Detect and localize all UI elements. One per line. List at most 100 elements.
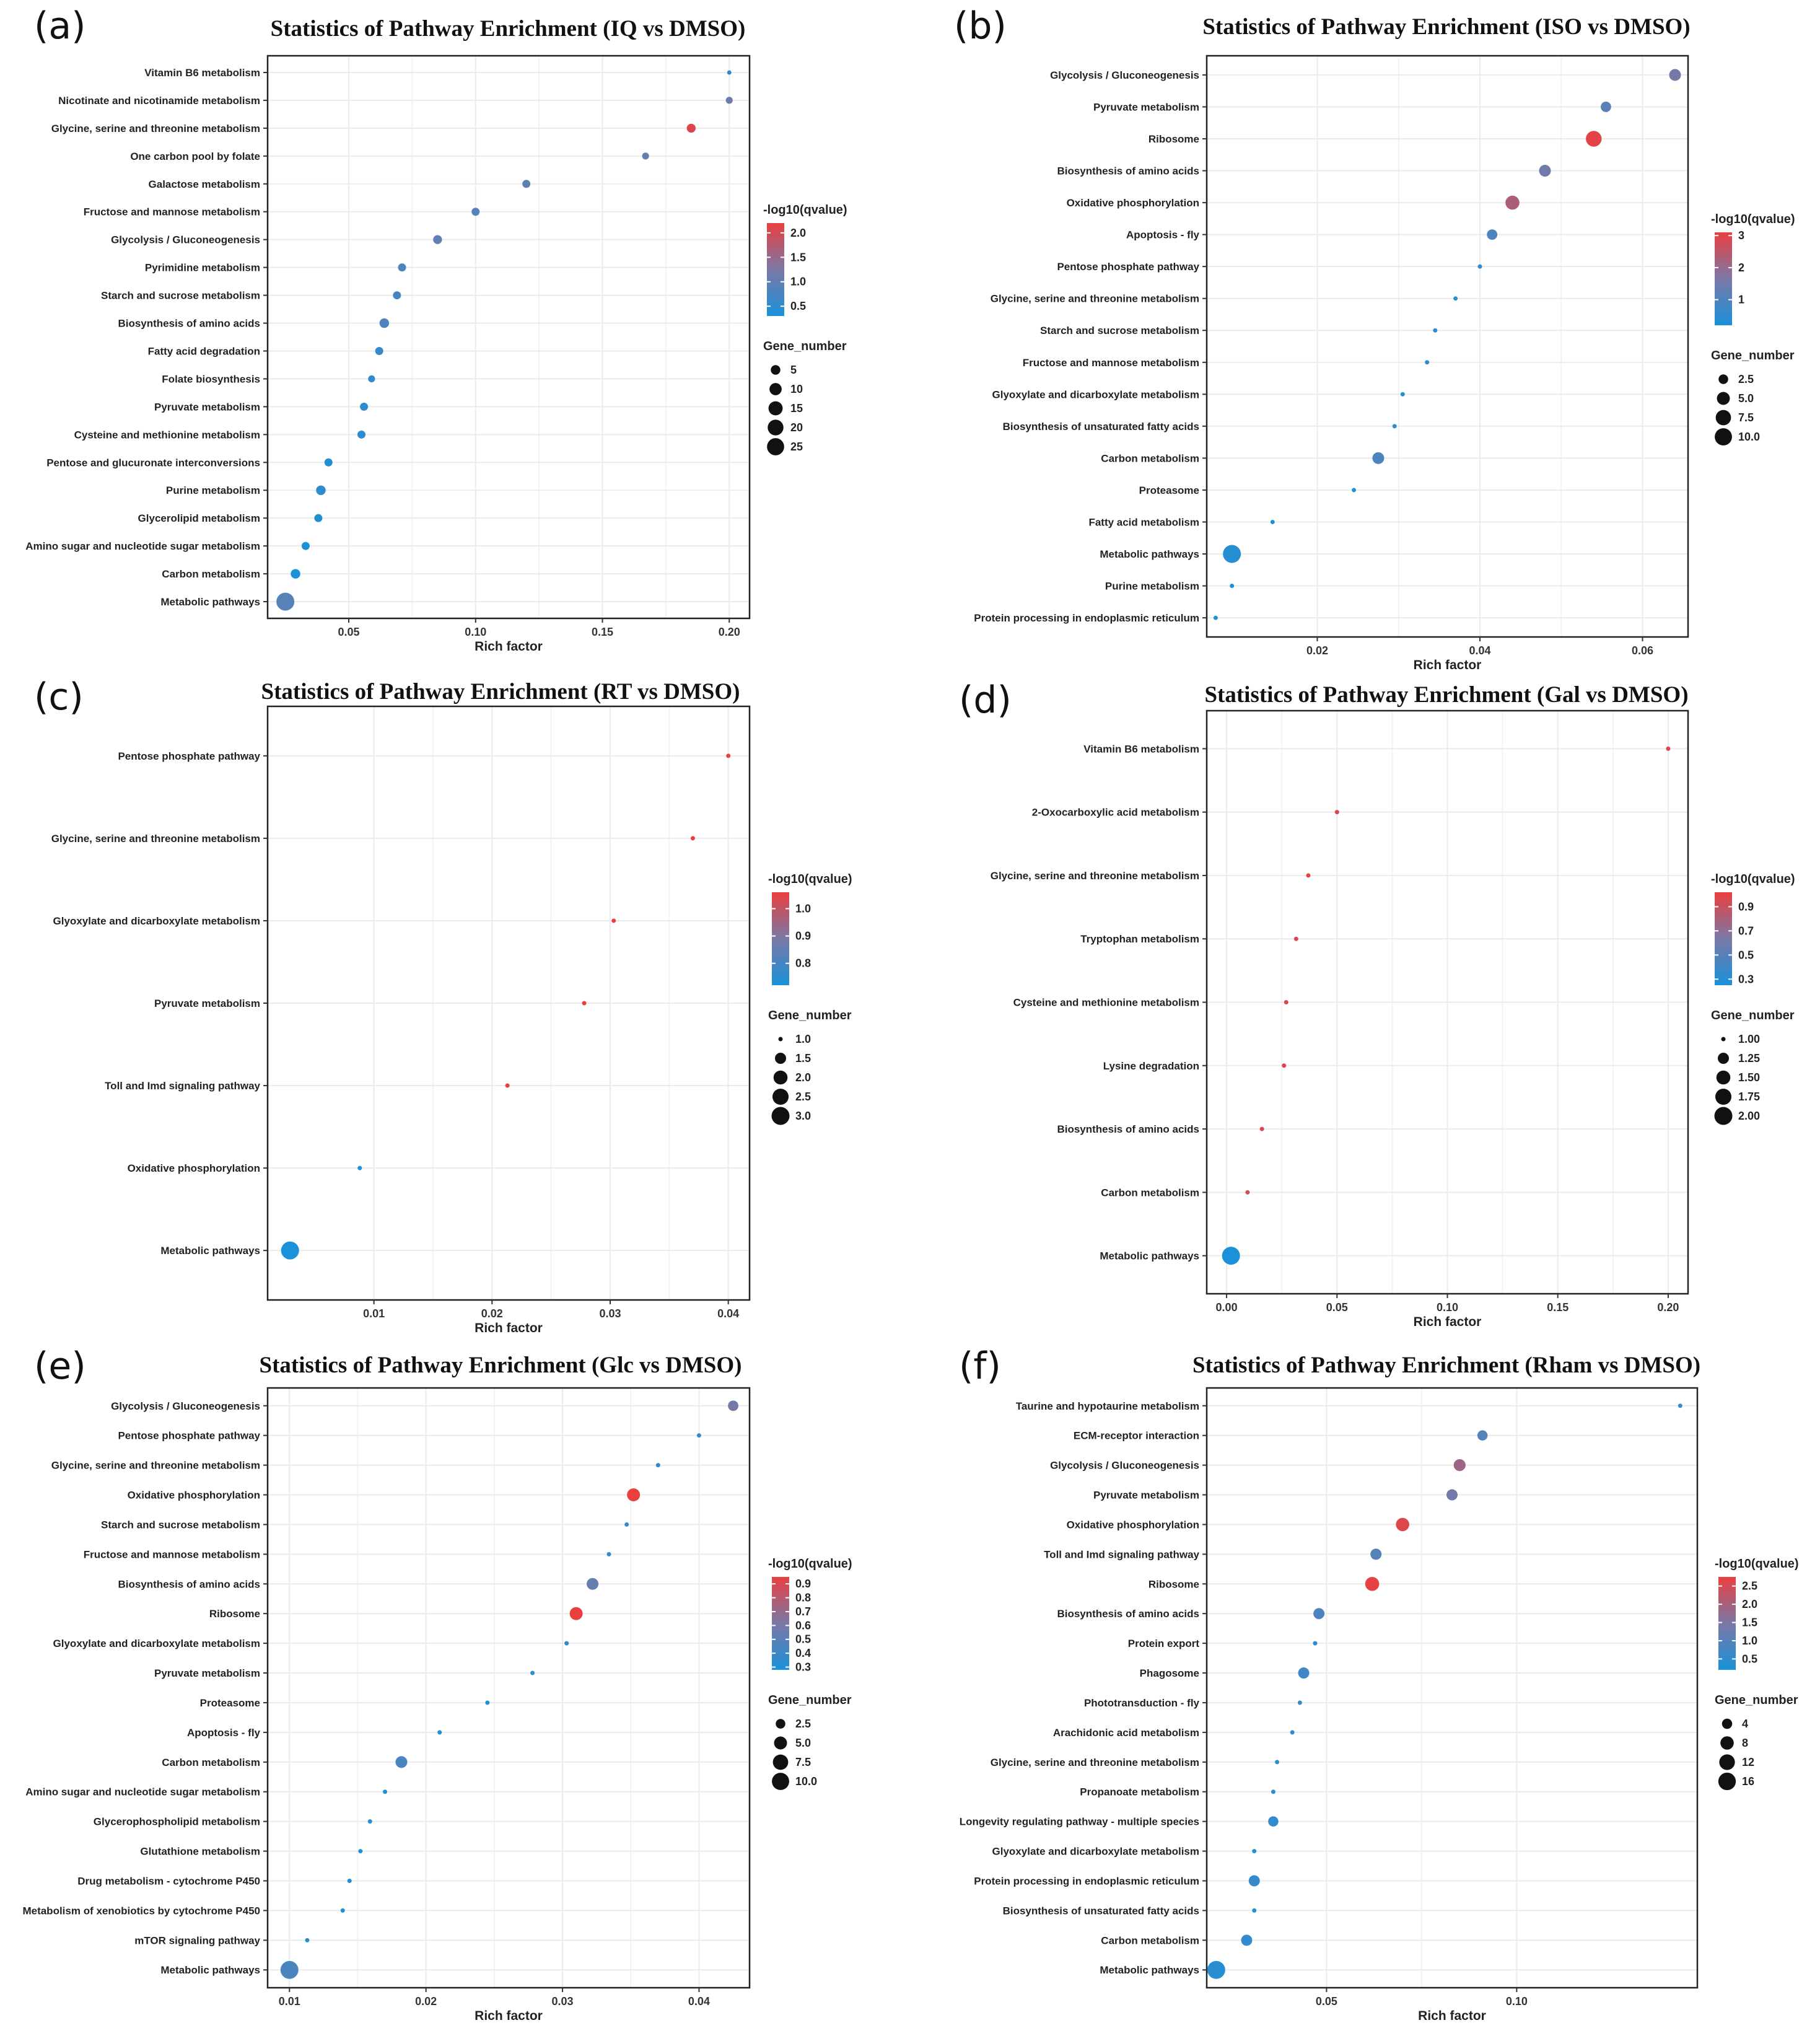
data-point — [1313, 1641, 1318, 1646]
data-point — [375, 346, 383, 355]
category-label: Folate biosynthesis — [162, 373, 260, 385]
x-tick-label: 0.02 — [1306, 644, 1328, 657]
plot-frame — [1205, 55, 1689, 638]
data-point — [1248, 1875, 1260, 1887]
data-point — [485, 1700, 490, 1705]
data-point — [1539, 165, 1551, 177]
category-label: Protein export — [1128, 1638, 1200, 1649]
chart-title: Statistics of Pathway Enrichment (IQ vs … — [271, 16, 746, 42]
data-point — [1222, 1247, 1240, 1265]
category-label: Oxidative phosphorylation — [128, 1490, 260, 1501]
data-point — [690, 836, 695, 841]
size-legend-label: 12 — [1742, 1756, 1754, 1768]
x-axis-label: Rich factor — [475, 639, 543, 654]
category-label: Pentose phosphate pathway — [1057, 261, 1199, 273]
category-label: Metabolic pathways — [1100, 1250, 1199, 1262]
size-legend-title: Gene_number — [768, 1009, 852, 1022]
category-label: Vitamin B6 metabolism — [1083, 743, 1199, 755]
data-point — [1293, 936, 1298, 941]
chart-title: Statistics of Pathway Enrichment (Glc vs… — [260, 1353, 742, 1378]
panel-letter: (b) — [954, 4, 1007, 48]
category-label: Oxidative phosphorylation — [128, 1162, 260, 1174]
data-point — [395, 1756, 408, 1768]
data-point — [1400, 392, 1405, 397]
data-point — [1433, 328, 1438, 333]
data-point — [1306, 873, 1311, 878]
chart-title: Statistics of Pathway Enrichment (RT vs … — [261, 679, 740, 705]
category-label: Vitamin B6 metabolism — [144, 67, 260, 79]
category-label: Metabolism of xenobiotics by cytochrome … — [22, 1905, 260, 1916]
size-legend-label: 5.0 — [795, 1737, 811, 1749]
category-label: Phagosome — [1140, 1667, 1199, 1679]
category-label: Starch and sucrose metabolism — [1040, 325, 1199, 336]
category-label: Toll and Imd signaling pathway — [1044, 1548, 1199, 1560]
size-legend-label: 25 — [790, 441, 803, 453]
color-legend-label: 0.6 — [795, 1619, 811, 1631]
x-tick-label: 0.06 — [1632, 644, 1653, 657]
color-legend-label: 0.5 — [790, 300, 806, 312]
data-point — [1370, 1548, 1382, 1560]
category-label: Pyrimidine metabolism — [145, 262, 260, 274]
data-point — [357, 430, 365, 439]
size-legend-label: 2.5 — [795, 1718, 811, 1730]
category-label: Fatty acid degradation — [148, 345, 260, 357]
category-label: Metabolic pathways — [160, 1964, 260, 1976]
data-point — [522, 180, 531, 188]
data-point — [1392, 424, 1397, 429]
category-label: Arachidonic acid metabolism — [1053, 1727, 1199, 1739]
size-legend-dot — [1716, 1070, 1731, 1085]
color-legend-label: 2.0 — [790, 227, 806, 239]
color-legend-label: 0.9 — [795, 930, 811, 942]
size-legend-label: 7.5 — [795, 1756, 811, 1768]
data-point — [358, 1849, 363, 1854]
panel-letter: (d) — [959, 678, 1012, 722]
data-point — [1453, 1459, 1466, 1472]
size-legend-dot — [768, 401, 783, 416]
category-label: Amino sugar and nucleotide sugar metabol… — [25, 1786, 260, 1798]
color-legend-label: 0.7 — [795, 1605, 811, 1618]
data-point — [1245, 1190, 1250, 1195]
data-point — [357, 1165, 362, 1170]
data-point — [564, 1641, 569, 1646]
size-legend-dot — [1715, 428, 1732, 446]
color-legend-title: -log10(qvalue) — [1711, 872, 1795, 886]
category-label: Ribosome — [209, 1608, 260, 1620]
data-point — [1477, 264, 1482, 269]
category-label: Glycine, serine and threonine metabolism — [991, 870, 1199, 882]
color-legend-title: -log10(qvalue) — [1711, 213, 1795, 226]
color-legend-title: -log10(qvalue) — [1715, 1557, 1799, 1571]
category-label: Glutathione metabolism — [140, 1846, 260, 1858]
data-point — [1477, 1430, 1488, 1441]
color-legend-label: 0.7 — [1738, 924, 1754, 937]
category-label: Metabolic pathways — [160, 1245, 260, 1257]
category-label: Glycolysis / Gluconeogenesis — [1050, 1460, 1199, 1472]
data-point — [1252, 1849, 1257, 1854]
size-legend-label: 10.0 — [1738, 431, 1760, 443]
category-label: Pentose phosphate pathway — [118, 1430, 260, 1442]
data-point — [686, 123, 696, 133]
data-point — [1666, 746, 1671, 751]
x-tick-label: 0.10 — [1437, 1301, 1458, 1314]
size-legend-label: 1.25 — [1738, 1052, 1760, 1064]
color-legend-label: 2.5 — [1742, 1580, 1757, 1592]
data-point — [1213, 615, 1218, 620]
data-point — [1352, 488, 1357, 493]
category-label: Phototransduction - fly — [1084, 1697, 1200, 1709]
data-point — [1282, 1063, 1287, 1068]
category-label: mTOR signaling pathway — [134, 1934, 260, 1946]
x-axis-label: Rich factor — [1418, 2009, 1486, 2023]
plot-frame — [266, 55, 751, 620]
size-legend-dot — [1714, 1107, 1733, 1125]
size-legend-title: Gene_number — [1711, 349, 1795, 362]
x-tick-label: 0.20 — [719, 626, 740, 638]
category-label: Biosynthesis of unsaturated fatty acids — [1003, 1905, 1199, 1916]
size-legend-label: 10 — [790, 383, 803, 395]
chart-title: Statistics of Pathway Enrichment (Rham v… — [1192, 1353, 1700, 1378]
category-label: Metabolic pathways — [160, 596, 260, 608]
category-label: Glycine, serine and threonine metabolism — [51, 123, 260, 134]
category-label: Oxidative phosphorylation — [1067, 197, 1199, 209]
color-legend-label: 1.0 — [795, 902, 811, 915]
data-point — [606, 1552, 611, 1556]
data-point — [530, 1670, 535, 1675]
category-label: Glycerolipid metabolism — [138, 512, 260, 524]
